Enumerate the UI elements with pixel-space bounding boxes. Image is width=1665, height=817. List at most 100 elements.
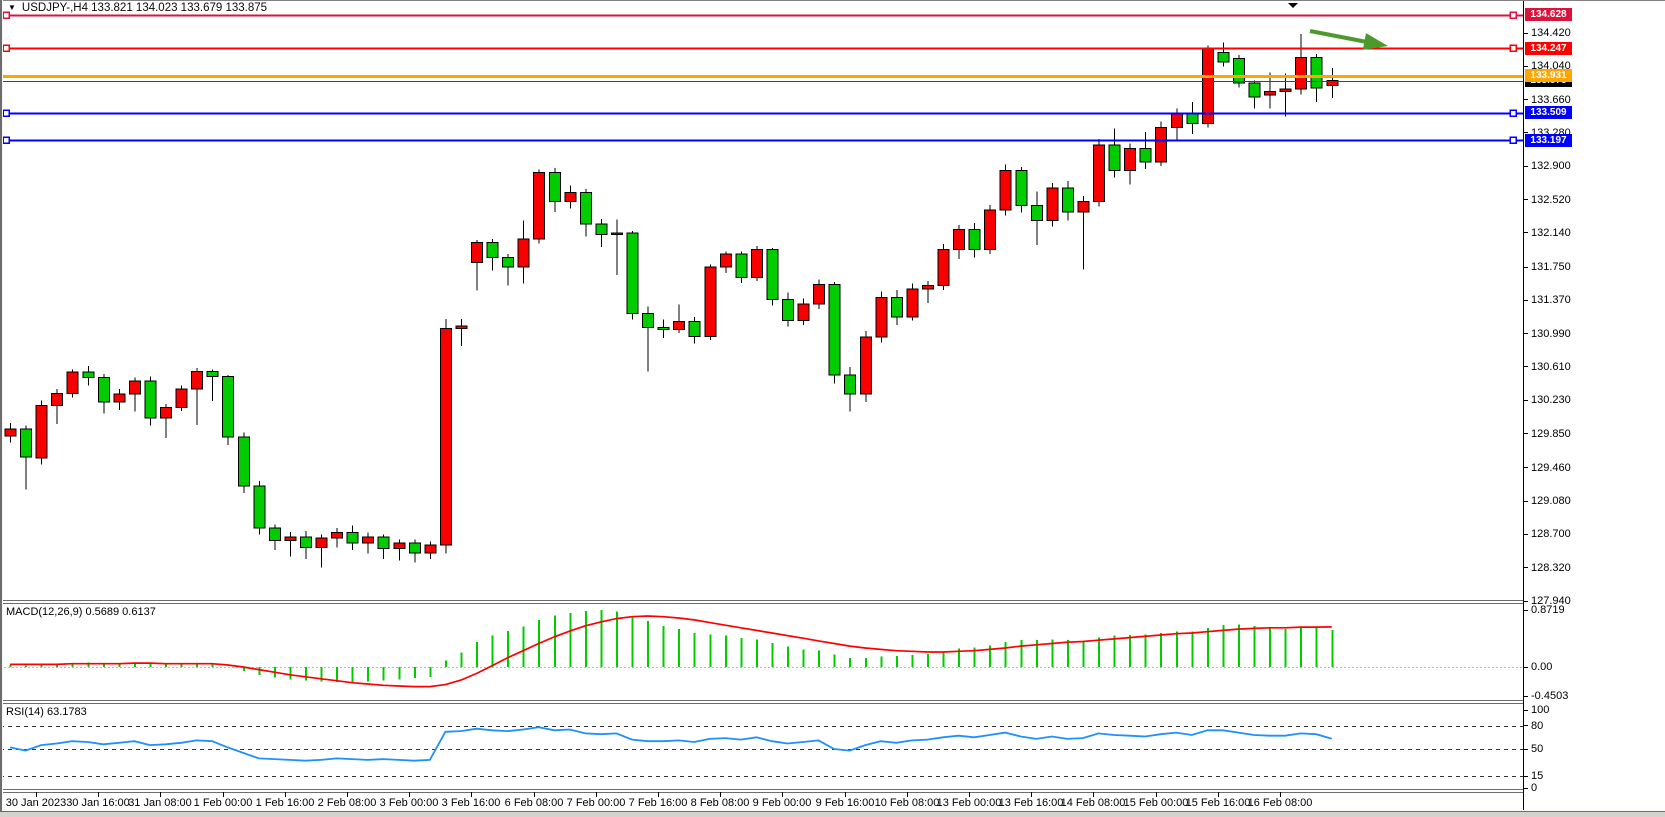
time-axis-tick <box>1156 792 1157 797</box>
candle-bear <box>626 232 639 314</box>
price-axis-tick <box>1523 33 1528 34</box>
candle-bear <box>486 241 499 258</box>
pane-separator[interactable] <box>0 603 1523 604</box>
hline-end-marker[interactable] <box>2 109 10 117</box>
time-axis-tick <box>98 792 99 797</box>
candle-bear <box>766 249 779 300</box>
window-border-top <box>0 0 1665 1</box>
candle-bear <box>782 298 794 322</box>
candle-bull <box>393 542 406 549</box>
candle-bull <box>424 544 437 554</box>
price-axis[interactable] <box>1523 0 1524 810</box>
candle-bear <box>844 374 857 395</box>
candle-bull <box>455 325 468 329</box>
candle-bull <box>1124 148 1137 172</box>
candle-bear <box>20 428 33 458</box>
hline-end-marker[interactable] <box>1509 109 1517 117</box>
candle-bull <box>113 393 126 403</box>
time-axis-label: 15 Feb 00:00 <box>1123 797 1189 809</box>
price-axis-tick <box>1523 400 1528 401</box>
hline-end-marker[interactable] <box>2 44 10 52</box>
hline-end-marker[interactable] <box>1509 11 1517 19</box>
pane-separator[interactable] <box>0 703 1523 704</box>
time-axis-label: 13 Feb 16:00 <box>998 797 1064 809</box>
candle-bull <box>1264 91 1277 96</box>
time-axis-tick <box>969 792 970 797</box>
candle-bear <box>237 436 250 487</box>
candle-bear <box>222 376 235 438</box>
time-axis-label: 7 Feb 16:00 <box>628 797 688 809</box>
candle-bull <box>331 532 344 539</box>
candle-bear <box>688 320 701 337</box>
candle-bear <box>1030 205 1043 222</box>
time-axis-label: 9 Feb 16:00 <box>815 797 875 809</box>
candle-bear <box>595 223 608 236</box>
hline-end-marker[interactable] <box>2 136 10 144</box>
time-axis-tick <box>160 792 161 797</box>
time-axis-label: 31 Jan 08:00 <box>128 797 192 809</box>
macd-axis-tick <box>1523 667 1528 668</box>
time-axis-tick <box>1031 792 1032 797</box>
candle-bull <box>610 232 623 236</box>
candle-bull <box>719 253 732 268</box>
candle-bull <box>175 388 188 408</box>
candle-bull <box>1326 79 1339 87</box>
time-axis-label: 1 Feb 16:00 <box>255 797 315 809</box>
price-axis-tick <box>1523 66 1528 67</box>
macd-axis-tick <box>1523 696 1528 697</box>
candle-bear <box>253 485 266 529</box>
rsi-axis-label: 0 <box>1531 782 1538 794</box>
pane-separator[interactable] <box>0 600 1523 601</box>
price-axis-tick <box>1523 467 1528 468</box>
price-axis-label: 131.750 <box>1531 261 1571 273</box>
candle-bear <box>735 253 748 279</box>
rsi-header: RSI(14) 63.1783 <box>6 706 87 718</box>
hline-end-marker[interactable] <box>1509 44 1517 52</box>
chevron-down-icon[interactable]: ▼ <box>8 3 16 12</box>
hline-end-marker[interactable] <box>1509 136 1517 144</box>
pane-separator[interactable] <box>0 789 1523 790</box>
macd-axis-tick <box>1523 610 1528 611</box>
candle-bear <box>377 536 390 549</box>
trend-arrow-shaft[interactable] <box>1309 29 1371 45</box>
macd-axis-label: 0.00 <box>1531 661 1553 673</box>
time-axis-tick <box>782 792 783 797</box>
price-axis-label: 129.080 <box>1531 495 1571 507</box>
window-border-left-inner <box>2 0 3 817</box>
time-axis-tick <box>534 792 535 797</box>
candle-bear <box>642 312 655 329</box>
price-axis-tick <box>1523 267 1528 268</box>
price-badge-133.509: 133.509 <box>1525 106 1572 119</box>
price-axis-label: 129.850 <box>1531 428 1571 440</box>
price-badge-133.931: 133.931 <box>1525 69 1572 82</box>
price-axis-tick <box>1523 567 1528 568</box>
price-axis-tick <box>1523 601 1528 602</box>
chart-shift-marker-icon[interactable] <box>1288 3 1298 8</box>
candle-bull <box>1279 88 1292 93</box>
hline-end-marker[interactable] <box>2 11 10 19</box>
pane-separator[interactable] <box>0 700 1523 701</box>
price-axis-label: 132.520 <box>1531 194 1571 206</box>
price-axis-tick <box>1523 132 1528 133</box>
window-bottom-strip <box>0 812 1665 817</box>
price-axis-tick <box>1523 300 1528 301</box>
trend-arrow-head[interactable] <box>1362 33 1388 50</box>
candle-bull <box>517 238 530 268</box>
time-axis-label: 30 Jan 16:00 <box>66 797 130 809</box>
time-axis-label: 13 Feb 00:00 <box>936 797 1002 809</box>
price-axis-tick <box>1523 333 1528 334</box>
time-axis-tick <box>1218 792 1219 797</box>
pane-separator[interactable] <box>0 792 1523 793</box>
time-axis-tick <box>845 792 846 797</box>
price-axis-label: 134.420 <box>1531 27 1571 39</box>
candle-bear <box>346 532 359 544</box>
candle-bear <box>408 542 421 554</box>
rsi-axis-label: 80 <box>1531 720 1544 732</box>
window-border-left <box>0 0 2 817</box>
price-axis-label: 129.460 <box>1531 462 1571 474</box>
candle-bull <box>471 241 483 264</box>
price-axis-tick <box>1523 433 1528 434</box>
time-axis-label: 9 Feb 00:00 <box>752 797 812 809</box>
window-bottom-line <box>0 811 1665 812</box>
candle-bull <box>191 370 204 390</box>
